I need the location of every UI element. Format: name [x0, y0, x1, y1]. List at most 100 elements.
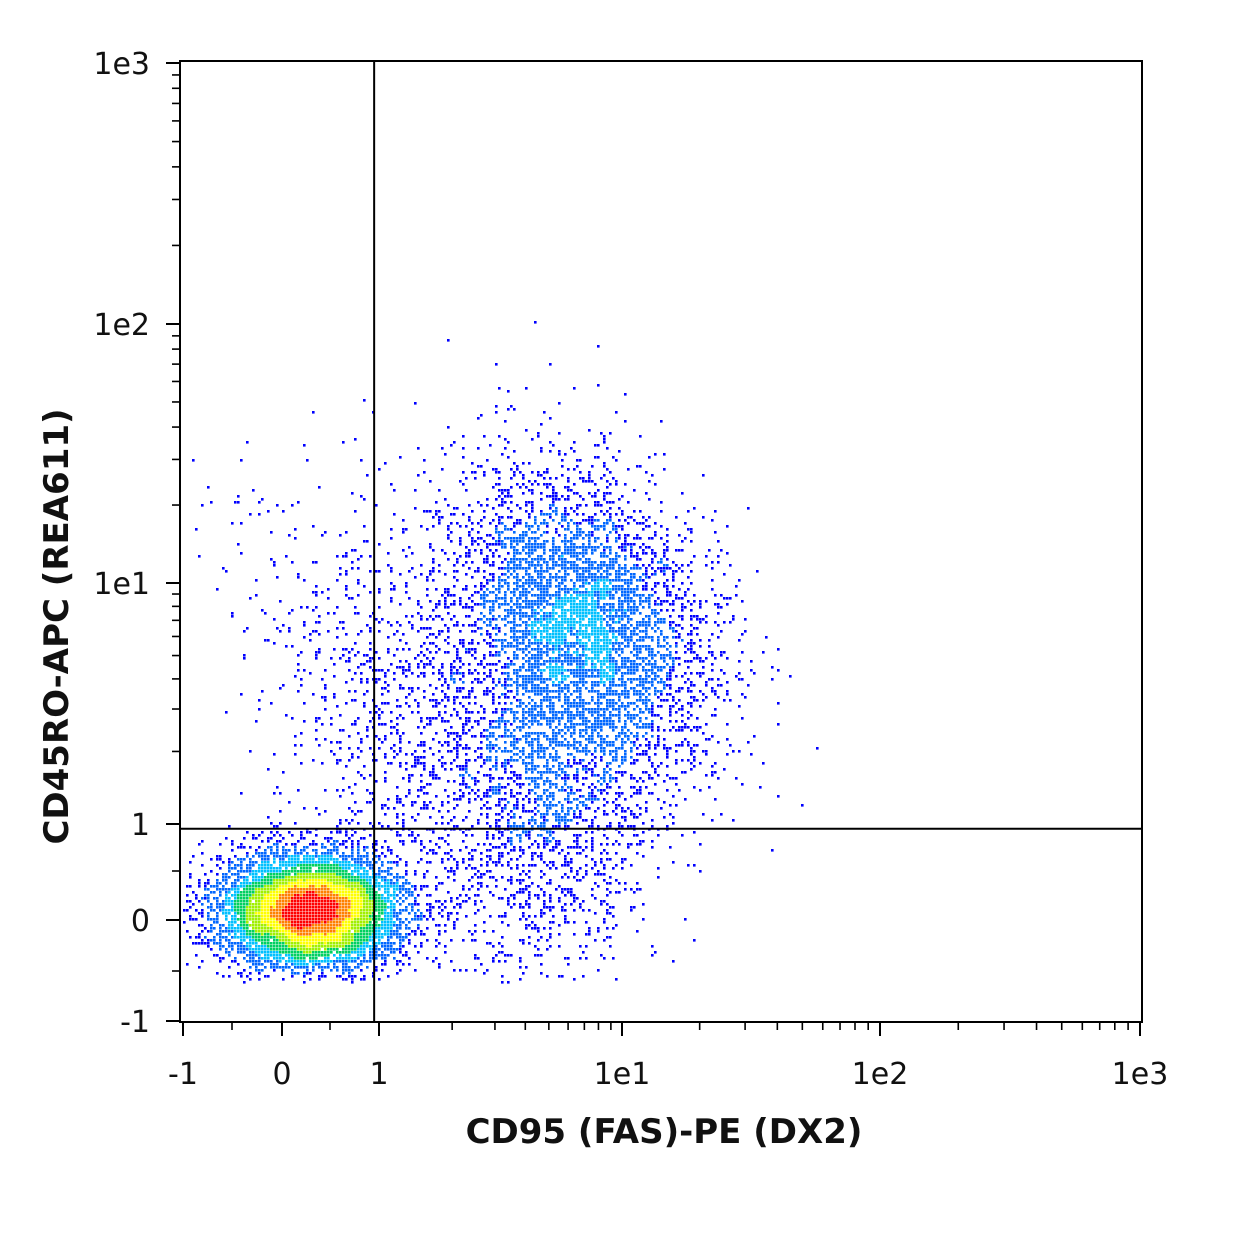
event-dot	[348, 876, 351, 879]
event-dot	[267, 837, 270, 840]
event-dot	[432, 516, 435, 519]
event-dot	[585, 603, 588, 606]
event-dot	[582, 681, 585, 684]
event-dot	[318, 897, 321, 900]
event-dot	[291, 879, 294, 882]
event-dot	[687, 600, 690, 603]
event-dot	[225, 882, 228, 885]
event-dot	[624, 756, 627, 759]
event-dot	[339, 900, 342, 903]
event-dot	[243, 837, 246, 840]
event-dot	[510, 528, 513, 531]
event-dot	[654, 747, 657, 750]
event-dot	[531, 546, 534, 549]
event-dot	[321, 891, 324, 894]
event-dot	[279, 918, 282, 921]
event-dot	[561, 558, 564, 561]
event-dot	[531, 492, 534, 495]
event-dot	[399, 960, 402, 963]
event-dot	[660, 618, 663, 621]
event-dot	[192, 855, 195, 858]
event-dot	[321, 879, 324, 882]
event-dot	[333, 933, 336, 936]
event-dot	[300, 876, 303, 879]
event-dot	[255, 939, 258, 942]
event-dot	[597, 576, 600, 579]
event-dot	[597, 774, 600, 777]
event-dot	[315, 948, 318, 951]
event-dot	[669, 603, 672, 606]
event-dot	[249, 894, 252, 897]
event-dot	[573, 522, 576, 525]
event-dot	[357, 927, 360, 930]
event-dot	[270, 936, 273, 939]
event-dot	[693, 555, 696, 558]
event-dot	[561, 729, 564, 732]
event-dot	[282, 879, 285, 882]
event-dot	[579, 612, 582, 615]
event-dot	[348, 837, 351, 840]
event-dot	[594, 621, 597, 624]
event-dot	[285, 900, 288, 903]
event-dot	[291, 876, 294, 879]
event-dot	[387, 867, 390, 870]
event-dot	[549, 756, 552, 759]
event-dot	[468, 549, 471, 552]
event-dot	[345, 948, 348, 951]
event-dot	[597, 456, 600, 459]
event-dot	[264, 966, 267, 969]
event-dot	[534, 684, 537, 687]
event-dot	[603, 684, 606, 687]
event-dot	[519, 537, 522, 540]
event-dot	[573, 624, 576, 627]
event-dot	[330, 876, 333, 879]
event-dot	[612, 636, 615, 639]
event-dot	[276, 843, 279, 846]
event-dot	[339, 924, 342, 927]
event-dot	[627, 729, 630, 732]
event-dot	[330, 867, 333, 870]
event-dot	[597, 648, 600, 651]
event-dot	[615, 747, 618, 750]
event-dot	[315, 951, 318, 954]
event-dot	[528, 585, 531, 588]
event-dot	[351, 903, 354, 906]
event-dot	[378, 897, 381, 900]
event-dot	[606, 705, 609, 708]
event-dot	[381, 918, 384, 921]
event-dot	[495, 549, 498, 552]
event-dot	[522, 546, 525, 549]
event-dot	[387, 948, 390, 951]
event-dot	[582, 579, 585, 582]
event-dot	[261, 888, 264, 891]
event-dot	[243, 900, 246, 903]
event-dot	[375, 909, 378, 912]
event-dot	[516, 645, 519, 648]
event-dot	[282, 918, 285, 921]
event-dot	[354, 909, 357, 912]
event-dot	[615, 648, 618, 651]
event-dot	[657, 597, 660, 600]
event-dot	[549, 597, 552, 600]
event-dot	[549, 627, 552, 630]
event-dot	[327, 966, 330, 969]
event-dot	[213, 897, 216, 900]
event-dot	[375, 969, 378, 972]
event-dot	[636, 648, 639, 651]
event-dot	[504, 501, 507, 504]
event-dot	[585, 600, 588, 603]
event-dot	[666, 642, 669, 645]
event-dot	[240, 897, 243, 900]
event-dot	[300, 936, 303, 939]
event-dot	[528, 543, 531, 546]
event-dot	[294, 843, 297, 846]
event-dot	[627, 609, 630, 612]
event-dot	[375, 873, 378, 876]
event-dot	[639, 567, 642, 570]
event-dot	[561, 465, 564, 468]
event-dot	[369, 864, 372, 867]
event-dot	[570, 624, 573, 627]
event-dot	[189, 918, 192, 921]
event-dot	[681, 705, 684, 708]
event-dot	[378, 885, 381, 888]
